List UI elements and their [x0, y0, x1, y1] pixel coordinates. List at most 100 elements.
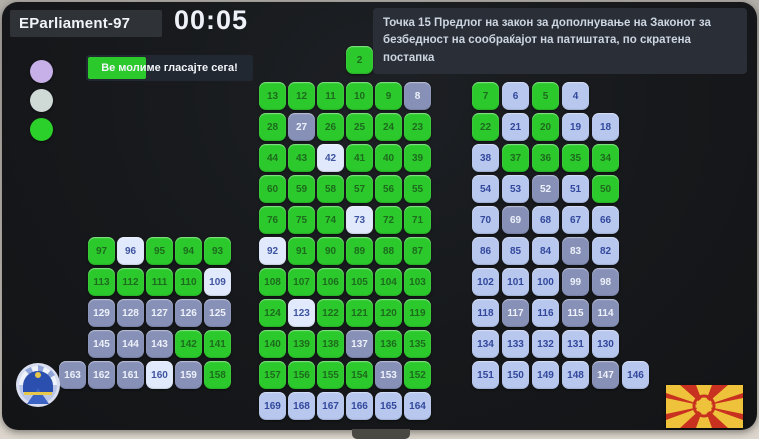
seat-153: 153	[375, 361, 402, 389]
seat-166: 166	[346, 392, 373, 420]
seat-103: 103	[404, 268, 431, 296]
seat-124: 124	[259, 299, 286, 327]
seat-row: 76 75 74 73 72 71	[259, 206, 431, 234]
seat-119: 119	[404, 299, 431, 327]
seat-row: 169 168 167 166 165 164	[259, 392, 431, 420]
seat-row: 28 27 26 25 24 23	[259, 113, 431, 141]
seat-58: 58	[317, 175, 344, 203]
seat-122: 122	[317, 299, 344, 327]
seat-144: 144	[117, 330, 144, 358]
seat-44: 44	[259, 144, 286, 172]
seat-72: 72	[375, 206, 402, 234]
seat-164: 164	[404, 392, 431, 420]
seat-89: 89	[346, 237, 373, 265]
seat-5: 5	[532, 82, 559, 110]
seat-8: 8	[404, 82, 431, 110]
agenda-item-text: Точка 15 Предлог на закон за дополнување…	[373, 8, 747, 74]
seat-76: 76	[259, 206, 286, 234]
seat-row: 145 144 143 142 141	[88, 330, 231, 358]
seat-60: 60	[259, 175, 286, 203]
seat-39: 39	[404, 144, 431, 172]
seat-2: 2	[346, 46, 373, 74]
seat-41: 41	[346, 144, 373, 172]
seat-150: 150	[502, 361, 529, 389]
seat-94: 94	[175, 237, 202, 265]
seat-74: 74	[317, 206, 344, 234]
seat-2: 2	[346, 46, 373, 74]
seat-87: 87	[404, 237, 431, 265]
seat-24: 24	[375, 113, 402, 141]
seat-140: 140	[259, 330, 286, 358]
app-title: EParliament-97	[10, 10, 162, 37]
seat-137: 137	[346, 330, 373, 358]
seat-85: 85	[502, 237, 529, 265]
vote-timer: 00:05	[174, 5, 249, 35]
seat-97: 97	[88, 237, 115, 265]
seat-129: 129	[88, 299, 115, 327]
seat-155: 155	[317, 361, 344, 389]
seat-55: 55	[404, 175, 431, 203]
macedonia-flag-icon	[666, 385, 743, 428]
seat-row: 70 69 68 67 66	[472, 206, 619, 234]
seat-row: 140 139 138 137 136 135	[259, 330, 431, 358]
seat-142: 142	[175, 330, 202, 358]
seat-115: 115	[562, 299, 589, 327]
seat-50: 50	[592, 175, 619, 203]
seat-117: 117	[502, 299, 529, 327]
seat-34: 34	[592, 144, 619, 172]
seat-38: 38	[472, 144, 499, 172]
seat-160: 160	[146, 361, 173, 389]
seat-row: 44 43 42 41 40 39	[259, 144, 431, 172]
seat-121: 121	[346, 299, 373, 327]
seat-27: 27	[288, 113, 315, 141]
seat-112: 112	[117, 268, 144, 296]
legend-dot-3	[30, 118, 53, 141]
seat-149: 149	[532, 361, 559, 389]
seat-12: 12	[288, 82, 315, 110]
seat-57: 57	[346, 175, 373, 203]
seat-row: 86 85 84 83 82	[472, 237, 619, 265]
seat-26: 26	[317, 113, 344, 141]
seat-128: 128	[117, 299, 144, 327]
seat-row: 102 101 100 99 98	[472, 268, 619, 296]
seat-143: 143	[146, 330, 173, 358]
seat-125: 125	[204, 299, 231, 327]
seat-113: 113	[88, 268, 115, 296]
seat-row: 22 21 20 19 18	[472, 113, 619, 141]
seat-51: 51	[562, 175, 589, 203]
seat-69: 69	[502, 206, 529, 234]
seat-156: 156	[288, 361, 315, 389]
seat-10: 10	[346, 82, 373, 110]
seat-165: 165	[375, 392, 402, 420]
seat-21: 21	[502, 113, 529, 141]
seat-116: 116	[532, 299, 559, 327]
seat-130: 130	[592, 330, 619, 358]
seat-136: 136	[375, 330, 402, 358]
seat-88: 88	[375, 237, 402, 265]
vote-progress-fill	[88, 57, 147, 79]
seat-19: 19	[562, 113, 589, 141]
seat-68: 68	[532, 206, 559, 234]
seat-23: 23	[404, 113, 431, 141]
seat-4: 4	[562, 82, 589, 110]
seat-158: 158	[204, 361, 231, 389]
seat-109: 109	[204, 268, 231, 296]
vote-prompt-text: Ве молиме гласајте сега!	[101, 62, 238, 74]
seat-40: 40	[375, 144, 402, 172]
seat-42: 42	[317, 144, 344, 172]
seat-row: 13 12 11 10 9 8	[259, 82, 431, 110]
seat-row: 54 53 52 51 50	[472, 175, 619, 203]
seat-row: 124 123 122 121 120 119	[259, 299, 431, 327]
seat-93: 93	[204, 237, 231, 265]
seat-53: 53	[502, 175, 529, 203]
seat-169: 169	[259, 392, 286, 420]
seat-54: 54	[472, 175, 499, 203]
seat-157: 157	[259, 361, 286, 389]
seat-106: 106	[317, 268, 344, 296]
seat-168: 168	[288, 392, 315, 420]
seat-91: 91	[288, 237, 315, 265]
seat-56: 56	[375, 175, 402, 203]
seat-159: 159	[175, 361, 202, 389]
seat-151: 151	[472, 361, 499, 389]
